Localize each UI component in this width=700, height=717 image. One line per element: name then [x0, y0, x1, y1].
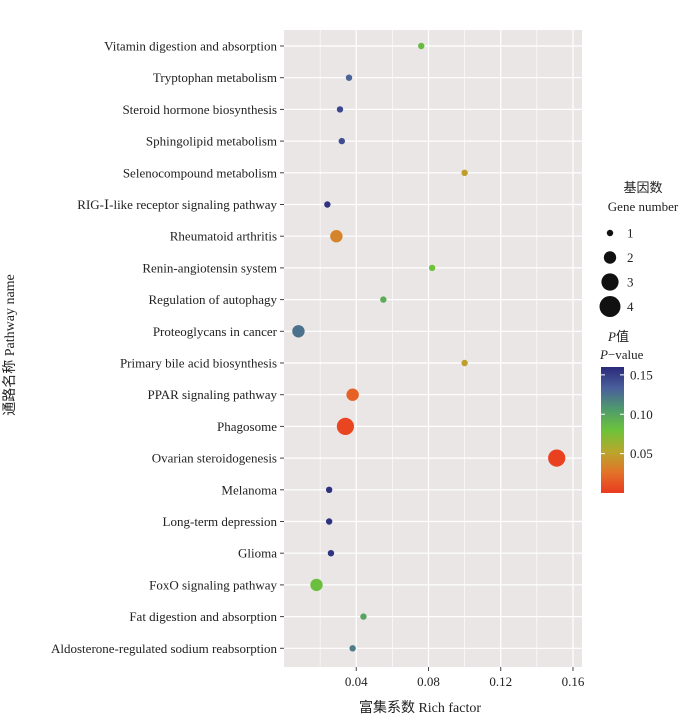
y-tick-label: Primary bile acid biosynthesis	[120, 356, 277, 371]
data-point	[338, 137, 345, 145]
data-point	[461, 359, 468, 367]
data-point	[292, 325, 305, 338]
data-point	[346, 388, 359, 401]
y-tick-label: Proteoglycans in cancer	[153, 324, 278, 339]
size-legend-dot	[599, 296, 621, 317]
data-point	[324, 201, 331, 208]
color-legend-title-line1: P值	[607, 329, 629, 344]
data-point	[548, 449, 566, 467]
color-bar-tick-label: 0.05	[630, 446, 653, 461]
x-tick-label: 0.04	[345, 674, 368, 689]
y-tick-label: Sphingolipid metabolism	[146, 134, 277, 149]
y-tick-label: Melanoma	[221, 482, 277, 497]
size-legend-dot	[603, 251, 617, 264]
y-tick-label: Fat digestion and absorption	[129, 609, 277, 624]
y-tick-label: RIG-Ⅰ-like receptor signaling pathway	[77, 197, 277, 212]
data-point	[360, 613, 367, 620]
y-tick-label: PPAR signaling pathway	[147, 387, 277, 402]
data-point	[327, 550, 335, 557]
x-tick-label: 0.16	[562, 674, 585, 689]
data-point	[325, 518, 333, 525]
data-points	[292, 42, 566, 652]
plot-panel	[284, 30, 582, 667]
y-tick-label: Ovarian steroidogenesis	[152, 451, 277, 466]
size-legend-title-en: Gene number	[608, 199, 679, 214]
color-legend-title-p2: P	[599, 347, 608, 362]
data-point	[428, 264, 436, 272]
x-axis-ticks: 0.04 0.08 0.12 0.16	[345, 667, 585, 689]
y-tick-label: Regulation of autophagy	[148, 292, 277, 307]
data-point	[418, 42, 425, 50]
y-tick-label: Long-term depression	[163, 514, 278, 529]
y-tick-label: Steroid hormone biosynthesis	[122, 102, 277, 117]
data-point	[310, 578, 323, 592]
color-bar-tick-label: 0.10	[630, 407, 653, 422]
data-point	[349, 645, 356, 652]
y-axis-title: 通路名称 Pathway name	[2, 274, 18, 416]
color-legend-title-line2: P−value	[599, 347, 644, 362]
x-tick-label: 0.12	[489, 674, 512, 689]
color-legend: P值 P−value 0.150.100.05	[599, 329, 653, 493]
data-point	[345, 74, 353, 81]
y-tick-label: Vitamin digestion and absorption	[104, 39, 277, 54]
size-legend-label: 4	[627, 299, 634, 314]
grid-lines	[284, 30, 582, 667]
color-legend-title-suffix2: −value	[608, 347, 644, 362]
data-point	[325, 486, 333, 493]
size-legend-label: 1	[627, 226, 634, 241]
y-tick-label: Selenocompound metabolism	[123, 165, 277, 180]
y-tick-label: FoxO signaling pathway	[149, 577, 277, 592]
color-bar	[601, 367, 624, 493]
size-legend-dot	[606, 229, 614, 237]
y-tick-label: Phagosome	[217, 419, 277, 434]
color-bar-tick-label: 0.15	[630, 367, 653, 382]
y-tick-label: Glioma	[238, 546, 277, 561]
data-point	[461, 169, 468, 176]
data-point	[330, 230, 343, 243]
data-point	[336, 106, 344, 113]
y-tick-label: Renin-angiotensin system	[142, 260, 277, 275]
y-tick-label: Rheumatoid arthritis	[170, 229, 277, 244]
color-legend-title-suffix1: 值	[616, 329, 629, 344]
data-point	[336, 417, 355, 435]
x-axis-title: 富集系数 Rich factor	[359, 699, 481, 716]
y-axis-labels: Vitamin digestion and absorption Tryptoph…	[51, 39, 284, 656]
data-point	[380, 296, 387, 303]
y-tick-label: Aldosterone-regulated sodium reabsorptio…	[51, 641, 277, 656]
size-legend-dot	[601, 273, 619, 291]
color-legend-title-p1: P	[607, 329, 616, 344]
size-legend-title-cn: 基因数	[623, 180, 662, 195]
size-legend: 基因数 Gene number 1 2 3 4	[599, 180, 679, 317]
x-tick-label: 0.08	[417, 674, 440, 689]
y-tick-label: Tryptophan metabolism	[153, 70, 277, 85]
size-legend-label: 2	[627, 250, 634, 265]
size-legend-label: 3	[627, 275, 634, 290]
